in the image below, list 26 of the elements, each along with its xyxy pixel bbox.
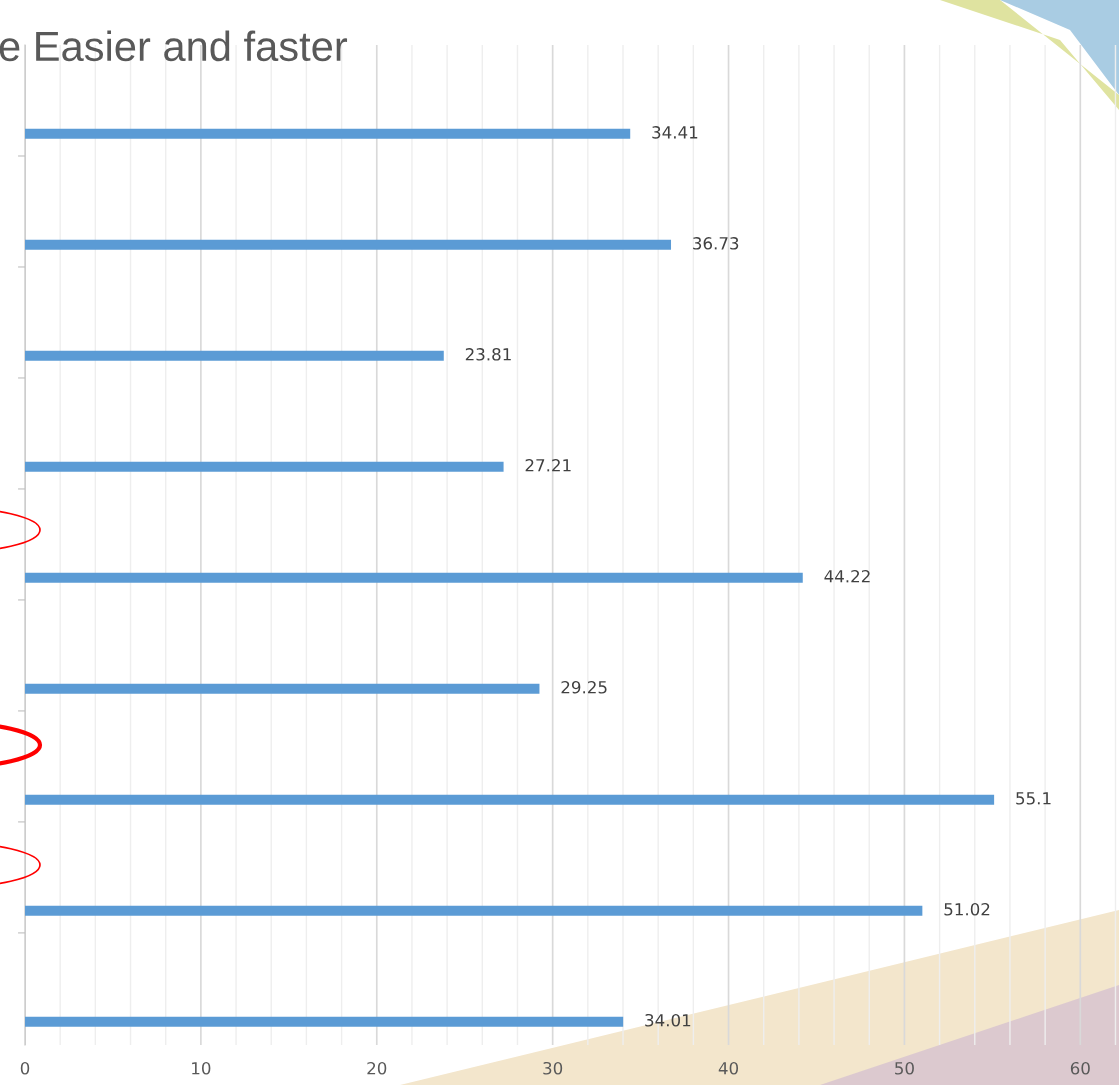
x-tick-label: 30	[543, 1061, 563, 1075]
data-label: 44.22	[824, 569, 870, 583]
bar	[25, 572, 803, 583]
data-label: 36.73	[693, 237, 739, 250]
x-tick-label: 60	[1070, 1061, 1090, 1075]
data-label: 29.25	[561, 680, 607, 694]
x-tick-label: 10	[192, 1061, 211, 1075]
bar	[25, 461, 504, 472]
data-label: 27.21	[525, 458, 571, 472]
bar	[25, 683, 540, 694]
chart-title: e Easier and faster	[0, 30, 348, 62]
data-label: 23.81	[465, 347, 511, 361]
data-label: 34.41	[652, 126, 698, 139]
bar	[25, 128, 631, 139]
data-label: 51.02	[944, 902, 990, 916]
bar	[25, 1016, 624, 1027]
data-label: 55.1	[1016, 792, 1051, 805]
bar	[25, 239, 672, 250]
x-tick-label: 50	[895, 1061, 914, 1075]
x-tick-label: 20	[367, 1061, 387, 1075]
bar	[25, 794, 995, 805]
bar	[25, 350, 444, 361]
bar	[25, 905, 923, 916]
x-tick-label: 40	[718, 1061, 739, 1075]
data-label: 34.01	[645, 1013, 691, 1027]
x-tick-label: 0	[20, 1061, 30, 1075]
